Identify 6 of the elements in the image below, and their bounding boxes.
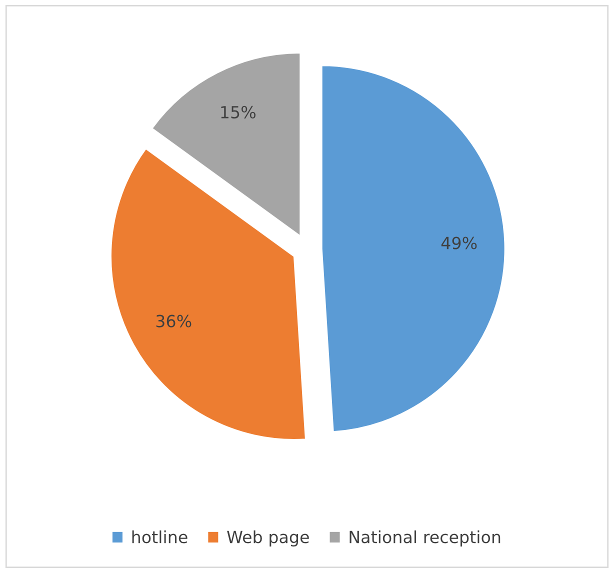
data-label: 15% (221, 106, 256, 118)
legend-label: Web page (227, 530, 309, 547)
data-label: 49% (441, 236, 477, 250)
data-label: 36% (156, 314, 192, 328)
legend-label: hotline (132, 530, 188, 544)
legend-label: National reception (350, 530, 500, 547)
